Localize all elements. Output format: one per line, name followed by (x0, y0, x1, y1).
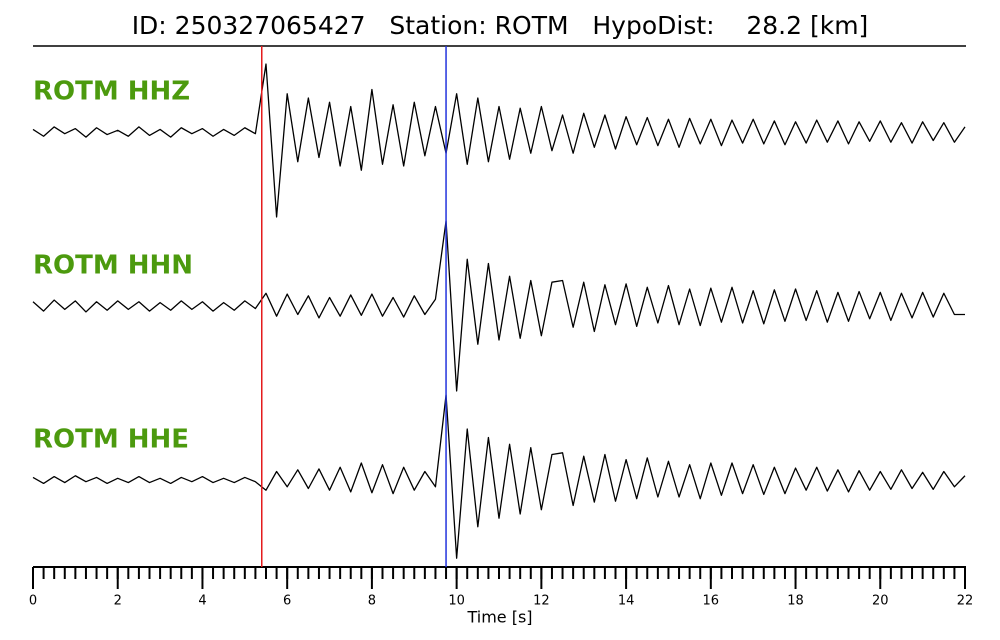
x-tick-label: 10 (448, 594, 465, 609)
x-axis-label: Time [s] (466, 608, 532, 627)
x-tick-label: 18 (787, 594, 804, 609)
x-tick-label: 16 (703, 594, 720, 609)
trace-label: ROTM HHZ (33, 77, 190, 107)
x-tick-label: 2 (114, 594, 122, 609)
x-tick-label: 6 (283, 594, 291, 609)
trace-label: ROTM HHN (33, 251, 193, 281)
waveform (32, 63, 966, 218)
x-tick-label: 20 (872, 594, 889, 609)
waveform (32, 220, 965, 392)
x-tick-label: 22 (957, 594, 974, 609)
x-tick-label: 4 (198, 594, 206, 609)
x-tick-label: 12 (533, 594, 550, 609)
x-tick-label: 0 (29, 594, 37, 609)
x-tick-label: 14 (618, 594, 635, 609)
trace-label: ROTM HHE (33, 425, 189, 455)
chart-title: ID: 250327065427 Station: ROTM HypoDist:… (132, 11, 869, 40)
waveform (32, 394, 966, 559)
x-tick-label: 8 (368, 594, 376, 609)
